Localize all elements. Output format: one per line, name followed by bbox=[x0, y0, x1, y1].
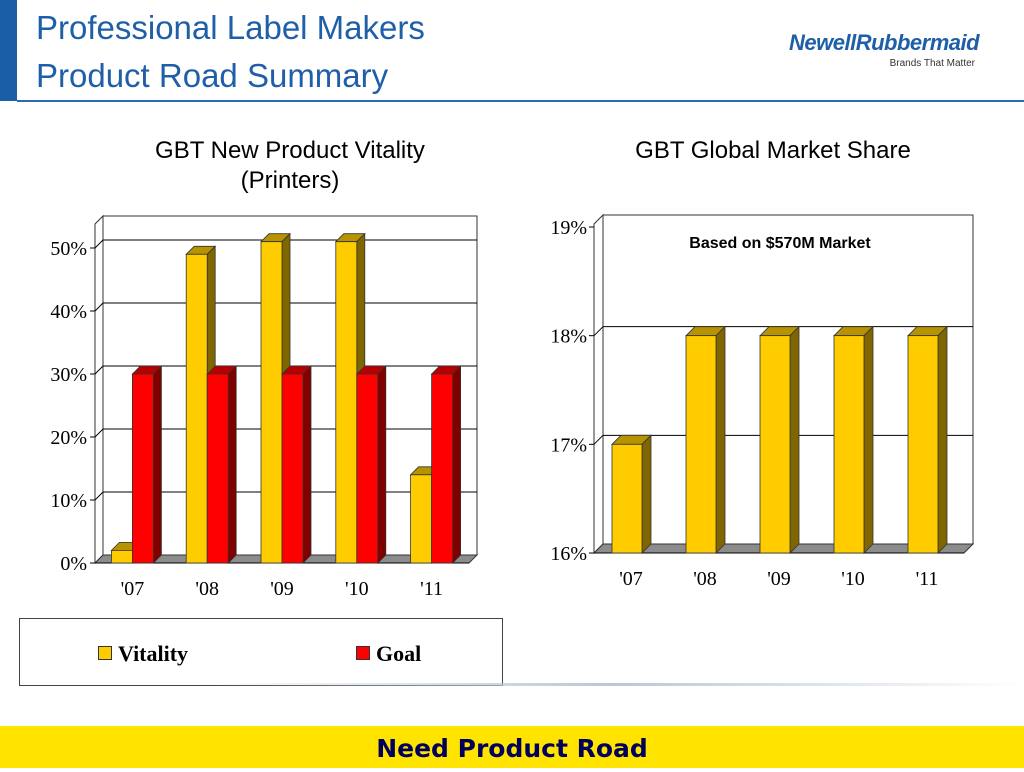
vitality-ytick-label: 20% bbox=[50, 427, 87, 449]
share-bar-side bbox=[641, 434, 652, 554]
vitality-ytick-label: 10% bbox=[50, 490, 87, 512]
share-bar bbox=[685, 335, 717, 554]
share-xtick-label: '07 bbox=[619, 568, 643, 590]
vitality-chart-title-line1: GBT New Product Vitality bbox=[155, 137, 425, 164]
legend-label-goal: Goal bbox=[376, 641, 422, 666]
share-annotation: Based on $570M Market bbox=[689, 235, 871, 252]
legend-item-vitality: Vitality bbox=[98, 641, 188, 667]
vitality-xtick-label: '11 bbox=[420, 578, 443, 600]
slide-title-line1: Professional Label Makers bbox=[36, 9, 425, 46]
vitality-gridline-diag bbox=[94, 428, 104, 438]
slide-title-line2: Product Road Summary bbox=[36, 57, 389, 94]
share-bar-side bbox=[937, 325, 948, 554]
vitality-chart-title-line2: (Printers) bbox=[240, 167, 340, 194]
accent-bar bbox=[0, 0, 17, 101]
share-bar bbox=[611, 443, 643, 554]
vitality-chart-title: GBT New Product Vitality (Printers) bbox=[100, 136, 480, 196]
vitality-gridline-diag bbox=[94, 239, 104, 249]
newell-rubbermaid-logo: NewellRubbermaid Brands That Matter bbox=[786, 30, 991, 74]
logo-tagline: Brands That Matter bbox=[889, 58, 975, 69]
decorative-rule bbox=[200, 683, 1024, 686]
logo-wordmark: NewellRubbermaid bbox=[789, 30, 980, 55]
vitality-gridline-diag bbox=[94, 491, 104, 501]
vitality-xtick-label: '10 bbox=[345, 578, 369, 600]
vitality-bar-goal bbox=[281, 373, 304, 564]
vitality-gridline-diag bbox=[94, 302, 104, 312]
share-bar-side bbox=[715, 325, 726, 554]
vitality-ytick-label: 30% bbox=[50, 364, 87, 386]
share-xtick-label: '08 bbox=[693, 568, 717, 590]
share-ytick-label: 19% bbox=[550, 217, 587, 239]
share-bar bbox=[759, 335, 791, 554]
vitality-bar-goal bbox=[431, 373, 454, 564]
vitality-ytick-label: 40% bbox=[50, 301, 87, 323]
market-share-chart-title: GBT Global Market Share bbox=[635, 137, 911, 164]
share-xtick-label: '09 bbox=[767, 568, 791, 590]
share-bar-side bbox=[789, 325, 800, 554]
share-xtick-label: '11 bbox=[916, 568, 939, 590]
share-gridline-diag bbox=[593, 434, 604, 445]
share-xtick-label: '10 bbox=[841, 568, 865, 590]
market-share-chart: 16% 17% 18% 19% '07 '08 '09 '10 '11 Based on $570… bbox=[550, 213, 975, 590]
share-bar bbox=[907, 335, 939, 554]
vitality-ytick-label: 0% bbox=[60, 553, 87, 575]
legend-item-goal: Goal bbox=[356, 641, 421, 667]
vitality-xtick-label: '08 bbox=[195, 578, 219, 600]
share-left-wall bbox=[593, 213, 604, 555]
vitality-xtick-label: '09 bbox=[270, 578, 294, 600]
chart-legend: Vitality Goal bbox=[19, 618, 503, 686]
vitality-bar-goal bbox=[206, 373, 229, 564]
header-divider bbox=[17, 100, 1024, 102]
vitality-xtick-label: '07 bbox=[121, 578, 145, 600]
legend-label-vitality: Vitality bbox=[118, 641, 189, 666]
vitality-ytick-label: 50% bbox=[50, 238, 87, 260]
vitality-gridline-diag bbox=[94, 365, 104, 375]
share-ytick-label: 18% bbox=[550, 326, 587, 348]
vitality-chart: 0% 10% 20% 30% 40% 50% '07 '08 '09 '10 '11 bbox=[50, 214, 479, 600]
share-ytick-label: 16% bbox=[550, 543, 587, 565]
share-gridline-diag bbox=[593, 326, 604, 337]
footer-text: Need Product Road bbox=[376, 734, 648, 763]
footer-banner: Need Product Road bbox=[0, 726, 1024, 768]
legend-swatch-goal bbox=[356, 646, 370, 660]
vitality-bar-goal bbox=[356, 373, 379, 564]
share-ytick-label: 17% bbox=[550, 434, 587, 456]
share-bar bbox=[833, 335, 865, 554]
legend-swatch-vitality bbox=[98, 646, 112, 660]
vitality-bar-goal bbox=[131, 373, 154, 564]
share-bar-side bbox=[863, 325, 874, 554]
